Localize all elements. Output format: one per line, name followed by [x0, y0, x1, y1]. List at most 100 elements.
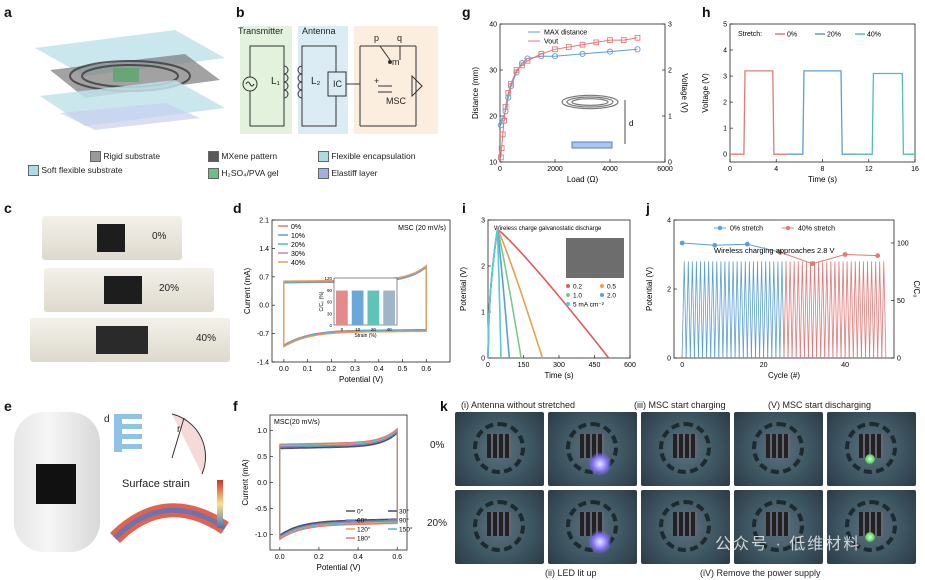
k-row-0: 0%	[430, 440, 445, 451]
y-tick-label: 0.7	[259, 274, 269, 281]
q-label: q	[397, 33, 403, 43]
inset-photo	[566, 238, 624, 278]
inset-xtick: 20	[371, 327, 377, 332]
legend-label: Vout	[544, 39, 558, 46]
panel-label-h: h	[702, 4, 711, 20]
legend-label: 0°	[357, 508, 364, 516]
legend-swatch-rigid	[90, 151, 101, 163]
chart-j: 0 20 40 0 2 4 Cycle (#) Potential (V) 0 50 100 C/C₀…	[645, 218, 921, 381]
legend-dot	[566, 293, 570, 297]
legend-rigid: Rigid substrate	[103, 151, 161, 161]
data-point	[513, 67, 520, 73]
msc-bg	[354, 26, 438, 134]
y-tick-label: 2	[723, 100, 727, 107]
y-axis-label: Distance (mm)	[471, 67, 480, 119]
cycle-wave	[702, 261, 707, 359]
cycle-wave	[775, 261, 781, 359]
legend-dot	[717, 225, 723, 231]
x-tick-label: 0.4	[374, 366, 384, 373]
legend-label: 90°	[399, 517, 409, 525]
x-tick-label: 0	[680, 362, 684, 369]
chart-d: 0.0 0.1 0.2 0.3 0.4 0.5 0.6 -1.4 -0.7 0.0 0.7 1.4 2.…	[243, 218, 451, 384]
cycle-wave	[710, 261, 716, 359]
y-tick-label: 5	[723, 22, 727, 29]
watermark: 公众号 · 低维材料	[715, 536, 862, 553]
cycle-wave	[751, 261, 756, 359]
y-tick-label: 3	[723, 74, 727, 81]
cycle-wave	[873, 261, 879, 359]
legend-label: 40%	[867, 32, 881, 39]
x-axis-label: Cycle (#)	[768, 371, 800, 380]
cycle-wave	[861, 261, 866, 359]
x-tick-label: 600	[624, 362, 636, 369]
data-point	[498, 145, 505, 152]
y-axis-label: Current (mA)	[241, 459, 250, 506]
x-tick-label: 0	[498, 166, 502, 173]
x-tick-label: 0.6	[392, 554, 402, 561]
k-photo	[734, 412, 823, 486]
x-tick-label: 4	[774, 166, 778, 173]
p-label: p	[374, 33, 380, 43]
discharge-curve-4	[487, 229, 502, 359]
y-tick-label: 0	[723, 152, 727, 159]
cycle-wave	[734, 261, 740, 359]
led-green	[865, 454, 875, 464]
legend-swatch-soft	[28, 165, 39, 177]
legend-a-col3: Flexible encapsulation Elastiff layer	[318, 148, 468, 182]
k-photo	[734, 490, 823, 564]
device-exploded-view	[35, 30, 225, 130]
legend-label: 40%	[291, 260, 305, 267]
y2-tick-label: 0	[897, 356, 901, 363]
k-photo-grid	[455, 412, 920, 566]
cycle-wave	[799, 261, 805, 359]
k-title-5: (V) MSC start discharging	[768, 400, 872, 410]
l1-label: L₁	[271, 76, 280, 87]
cv-curve-40%	[283, 264, 427, 348]
led-glow	[588, 530, 612, 554]
legend-label: 150°	[399, 526, 413, 534]
discharge-curve-1	[487, 226, 544, 359]
retention-point	[712, 242, 718, 248]
k-photo	[827, 490, 916, 564]
retention-point	[777, 249, 783, 255]
x-tick-label: 20	[760, 362, 768, 369]
y2-tick-label: 3	[668, 22, 672, 29]
inset-xtick: 40	[387, 327, 393, 332]
cycle-wave	[706, 261, 712, 359]
k-bottom-4: (iV) Remove the power supply	[700, 568, 821, 578]
legend-dot	[600, 284, 604, 288]
antenna-coil	[845, 500, 897, 552]
axes-frame	[271, 219, 451, 363]
legend-label: 2.0	[607, 293, 616, 300]
distance-label: d	[629, 119, 633, 128]
cycle-wave	[714, 261, 720, 359]
cycle-wave	[681, 261, 687, 359]
k-photo	[548, 412, 637, 486]
y-tick-label: -1.0	[255, 532, 267, 539]
y-tick-label: 1.4	[259, 246, 269, 253]
data-point	[607, 37, 613, 43]
cycle-wave	[820, 261, 826, 359]
y-tick-label: 4	[667, 218, 671, 225]
data-point	[634, 34, 641, 41]
data-point	[505, 90, 512, 96]
retention-line-1	[779, 251, 878, 265]
cycle-wave	[852, 261, 858, 359]
x-tick-label: 4000	[602, 166, 618, 173]
antenna-coil	[752, 500, 804, 552]
retention-point	[842, 252, 848, 257]
legend-label: MAX distance	[544, 30, 587, 37]
data-point	[620, 37, 627, 43]
x-tick-label: 0.2	[314, 554, 324, 561]
receiver-board	[571, 141, 613, 149]
strip-photo-0: 0%	[42, 216, 182, 260]
coil-ring	[561, 94, 619, 110]
coil-ring	[571, 98, 609, 106]
strip-photo-20: 20%	[44, 268, 214, 312]
annotation: Wireless charging approaches 2.8 V	[714, 246, 834, 255]
legend-swatch-encap	[318, 151, 329, 163]
cycle-wave	[685, 261, 691, 359]
inset-xtick: 0	[341, 327, 344, 332]
data-point	[519, 62, 525, 69]
l2-label: L₂	[311, 76, 321, 87]
